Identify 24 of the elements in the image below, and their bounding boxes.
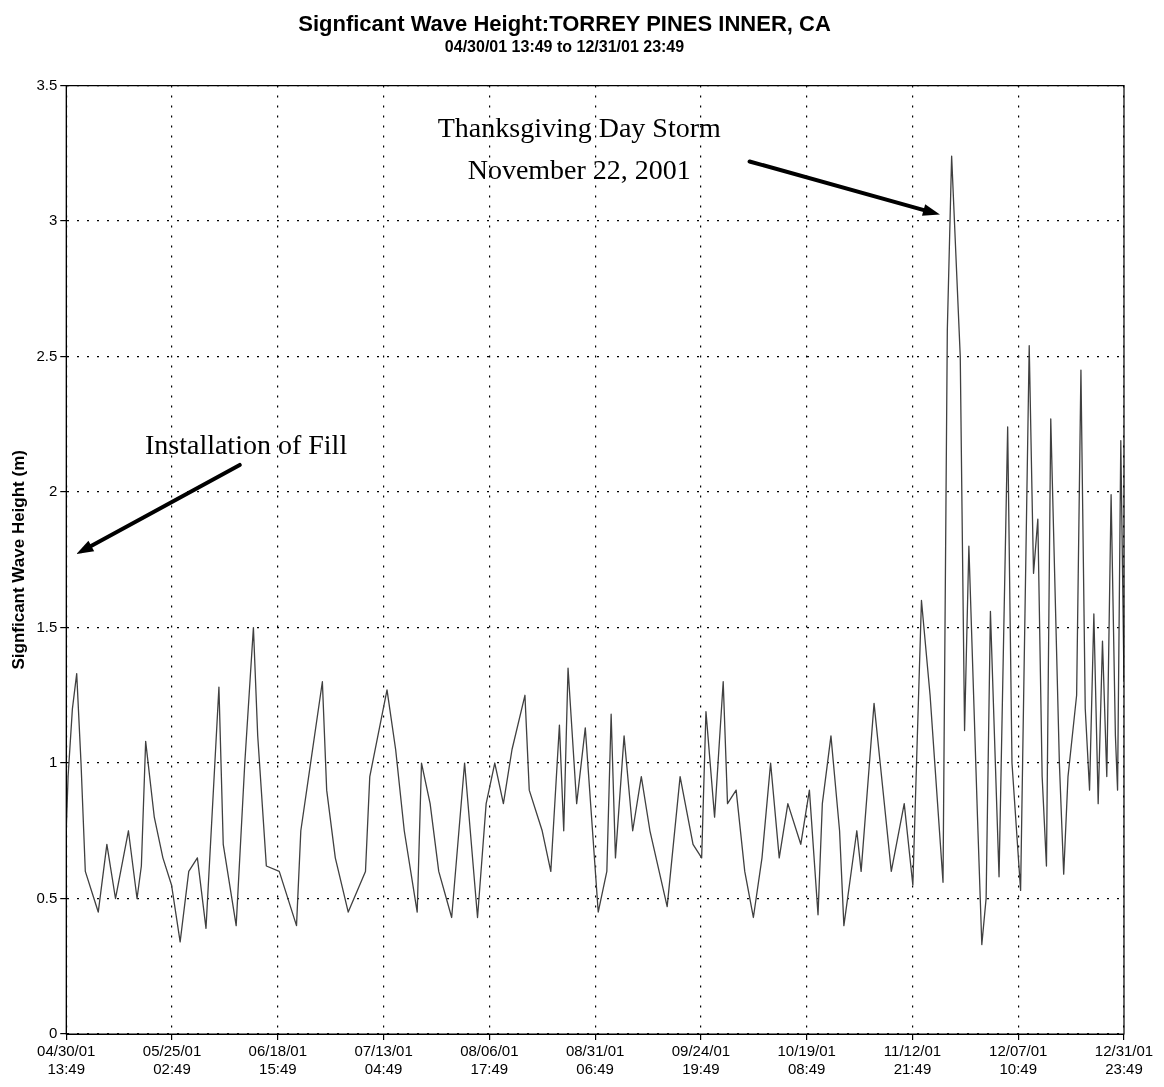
x-tick-label: 07/13/01 04:49 bbox=[354, 1042, 413, 1078]
y-axis-title: Signficant Wave Height (m) bbox=[8, 450, 28, 670]
x-tick-label: 05/25/01 02:49 bbox=[142, 1042, 202, 1078]
x-tick-label: 10/19/01 08:49 bbox=[777, 1042, 836, 1078]
annotation: Thanksgiving Day Storm November 22, 2001 bbox=[437, 112, 722, 186]
y-tick-label: 3.5 bbox=[36, 75, 58, 93]
annotation: Installation of Fill bbox=[144, 428, 348, 460]
x-tick-label: 08/06/01 17:49 bbox=[460, 1042, 519, 1078]
y-tick-label: 2 bbox=[48, 482, 58, 500]
x-tick-label: 08/31/01 06:49 bbox=[565, 1042, 625, 1078]
x-tick-label: 04/30/01 13:49 bbox=[37, 1042, 96, 1078]
chart-title: Signficant Wave Height:TORREY PINES INNER, CA bbox=[298, 11, 831, 37]
x-tick-label: 11/12/01 21:49 bbox=[883, 1042, 942, 1078]
x-tick-label: 12/31/01 23:49 bbox=[1094, 1042, 1154, 1078]
y-tick-label: 0 bbox=[48, 1024, 58, 1042]
y-tick-label: 0.5 bbox=[36, 888, 58, 906]
x-tick-label: 09/24/01 19:49 bbox=[671, 1042, 731, 1078]
y-tick-label: 2.5 bbox=[36, 346, 58, 364]
x-tick-label: 06/18/01 15:49 bbox=[248, 1042, 307, 1078]
x-tick-label: 12/07/01 10:49 bbox=[989, 1042, 1048, 1078]
y-tick-label: 1.5 bbox=[36, 617, 58, 635]
y-tick-label: 1 bbox=[48, 753, 58, 771]
y-tick-label: 3 bbox=[48, 211, 58, 229]
chart-subtitle: 04/30/01 13:49 to 12/31/01 23:49 bbox=[444, 38, 685, 56]
